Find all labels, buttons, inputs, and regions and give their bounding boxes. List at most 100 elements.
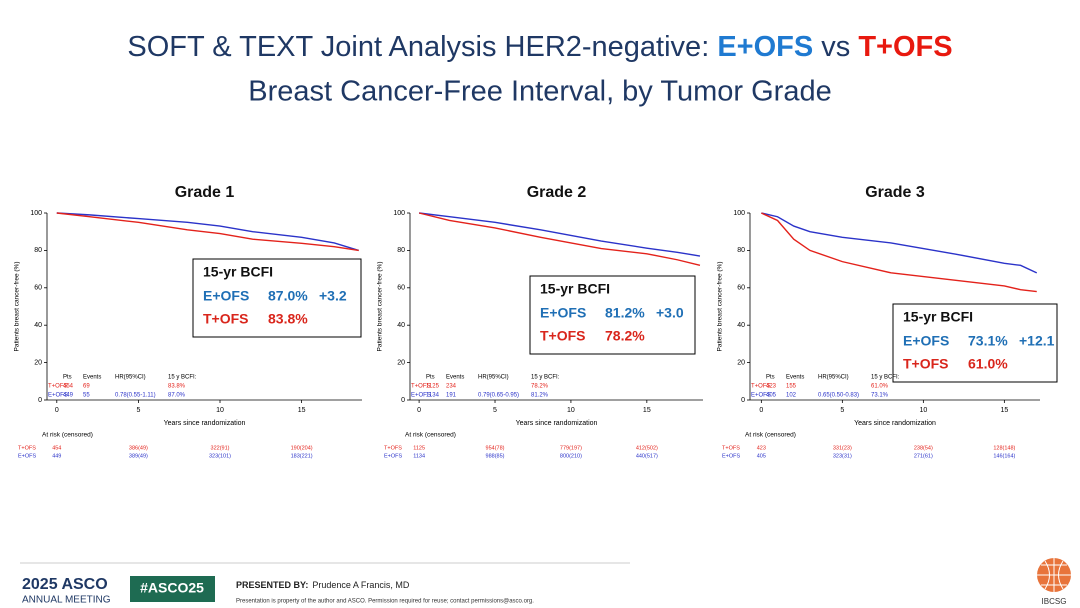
- annotation-value: 81.2%: [605, 305, 645, 321]
- at-risk-value: 386(49): [129, 445, 148, 451]
- y-tick-label: 0: [38, 397, 42, 404]
- survival-curve: [418, 212, 701, 267]
- stats-cell: 55: [83, 393, 90, 399]
- at-risk-value: 440(517): [636, 453, 658, 459]
- at-risk-label: At risk (censored): [42, 432, 93, 439]
- slide-subtitle: Breast Cancer-Free Interval, by Tumor Gr…: [248, 76, 831, 108]
- title-part: T+OFS: [858, 31, 952, 63]
- annotation-box: [192, 258, 362, 338]
- annotation-diff: +12.1: [1019, 333, 1055, 349]
- x-tick-label: 5: [493, 407, 497, 414]
- x-axis-label: Years since randomization: [854, 420, 936, 427]
- logo-grid: [1037, 558, 1071, 592]
- hashtag-box: [130, 576, 215, 602]
- at-risk-name: E+OFS: [384, 453, 403, 459]
- at-risk-value: 779(197): [560, 445, 582, 451]
- stats-cell: 69: [83, 384, 90, 390]
- y-axis-label: Patients breast cancer-free (%): [14, 262, 21, 352]
- stats-cell: 87.0%: [168, 393, 186, 399]
- annotation-value: 87.0%: [268, 288, 308, 304]
- stats-cell: E+OFS: [48, 393, 68, 399]
- slide-title: SOFT & TEXT Joint Analysis HER2-negative…: [127, 31, 952, 63]
- at-risk-name: E+OFS: [722, 453, 741, 459]
- stats-cell: T+OFS: [411, 384, 431, 390]
- stats-cell: 81.2%: [531, 393, 549, 399]
- y-tick-label: 60: [737, 285, 745, 292]
- at-risk-value: 322(91): [211, 445, 230, 451]
- stats-header: Pts: [426, 375, 435, 381]
- stats-cell: E+OFS: [751, 393, 771, 399]
- stats-cell: 449: [63, 393, 74, 399]
- x-axis-label: Years since randomization: [164, 420, 246, 427]
- chart-title: Grade 1: [175, 184, 235, 201]
- at-risk-label: At risk (censored): [405, 432, 456, 439]
- at-risk-value: 190(204): [291, 445, 313, 451]
- at-risk-name: E+OFS: [18, 453, 37, 459]
- at-risk-value: 389(49): [129, 453, 148, 459]
- y-axis-label: Patients breast cancer-free (%): [377, 262, 384, 352]
- y-tick-label: 0: [401, 397, 405, 404]
- meeting-year: 2025 ASCO: [22, 576, 108, 593]
- annotation-label: E+OFS: [540, 305, 586, 321]
- stats-cell: 61.0%: [871, 384, 889, 390]
- y-axis-label: Patients breast cancer-free (%): [717, 262, 724, 352]
- annotation-value: 73.1%: [968, 333, 1008, 349]
- logo-text: IBCSG: [1042, 597, 1067, 606]
- at-risk-value: 183(221): [291, 453, 313, 459]
- at-risk-value: 331(23): [833, 445, 852, 451]
- stats-cell: 155: [786, 384, 797, 390]
- stats-cell: 191: [446, 393, 457, 399]
- at-risk-value: 323(101): [209, 453, 231, 459]
- chart-title: Grade 2: [527, 184, 587, 201]
- stats-header: Events: [83, 375, 101, 381]
- stats-cell: 73.1%: [871, 393, 889, 399]
- at-risk-value: 271(61): [914, 453, 933, 459]
- x-tick-label: 5: [136, 407, 140, 414]
- stats-header: Events: [786, 375, 804, 381]
- stats-cell: 1134: [426, 393, 440, 399]
- survival-curve: [761, 212, 1038, 274]
- x-tick-label: 15: [298, 407, 306, 414]
- presenter-line: PRESENTED BY: Prudence A Francis, MD: [236, 580, 410, 590]
- at-risk-value: 238(54): [914, 445, 933, 451]
- stats-cell: 102: [786, 393, 797, 399]
- stats-cell: T+OFS: [48, 384, 68, 390]
- at-risk-value: 1134: [413, 453, 425, 459]
- stats-header: HR(95%CI): [478, 375, 509, 381]
- stats-header: Events: [446, 375, 464, 381]
- at-risk-value: 128(148): [993, 445, 1015, 451]
- survival-curve: [761, 212, 1037, 293]
- annotation-value: 61.0%: [968, 356, 1008, 372]
- annotation-diff: +3.0: [656, 305, 684, 321]
- at-risk-value: 323(31): [833, 453, 852, 459]
- at-risk-value: 405: [757, 453, 766, 459]
- stats-cell: 0.65(0.50-0.83): [818, 393, 859, 399]
- chart-title: Grade 3: [865, 184, 925, 201]
- stats-cell: 234: [446, 384, 457, 390]
- y-tick-label: 60: [397, 285, 405, 292]
- at-risk-value: 412(502): [636, 445, 658, 451]
- annotation-label: E+OFS: [903, 333, 949, 349]
- y-tick-label: 20: [737, 359, 745, 366]
- stats-header: 15 y BCFI:: [871, 375, 900, 381]
- x-tick-label: 0: [759, 407, 763, 414]
- hashtag: #ASCO25: [140, 580, 204, 596]
- at-risk-value: 146(164): [993, 453, 1015, 459]
- stats-cell: 405: [766, 393, 777, 399]
- at-risk-value: 800(210): [560, 453, 582, 459]
- y-tick-label: 60: [34, 285, 42, 292]
- at-risk-value: 1125: [413, 445, 425, 451]
- at-risk-value: 954(78): [486, 445, 505, 451]
- y-tick-label: 80: [737, 247, 745, 254]
- presented-by: PRESENTED BY:: [236, 580, 308, 590]
- stats-cell: 0.78(0.55-1.11): [115, 393, 156, 399]
- x-tick-label: 15: [1000, 407, 1008, 414]
- at-risk-value: 454: [52, 445, 61, 451]
- stats-header: HR(95%CI): [115, 375, 146, 381]
- stats-cell: 454: [63, 384, 74, 390]
- annotation-label: T+OFS: [903, 356, 949, 372]
- title-part: vs: [813, 31, 858, 63]
- survival-curve: [56, 212, 359, 252]
- y-tick-label: 20: [397, 359, 405, 366]
